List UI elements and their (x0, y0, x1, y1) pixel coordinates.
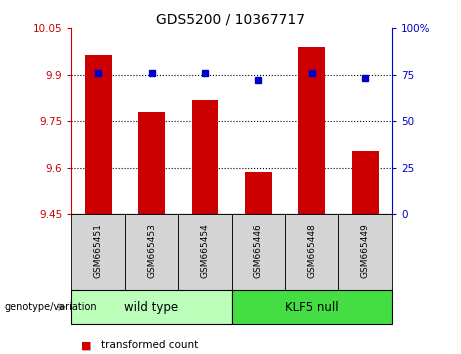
Text: GSM665453: GSM665453 (147, 223, 156, 278)
Bar (138, 112, 165, 214)
Bar (352, 151, 378, 214)
Text: GSM665446: GSM665446 (254, 223, 263, 278)
Text: transformed count: transformed count (101, 340, 199, 350)
Text: GSM665449: GSM665449 (361, 223, 370, 278)
Text: ■: ■ (81, 340, 91, 350)
Text: wild type: wild type (124, 301, 178, 314)
Text: GSM665448: GSM665448 (307, 223, 316, 278)
Bar (245, 172, 272, 214)
Bar (192, 99, 219, 214)
Text: GSM665451: GSM665451 (94, 223, 103, 278)
Bar (298, 47, 325, 214)
Text: GDS5200 / 10367717: GDS5200 / 10367717 (156, 12, 305, 27)
Text: GSM665454: GSM665454 (201, 223, 209, 278)
Text: genotype/variation: genotype/variation (5, 302, 97, 312)
Text: KLF5 null: KLF5 null (285, 301, 338, 314)
Bar (85, 55, 112, 214)
